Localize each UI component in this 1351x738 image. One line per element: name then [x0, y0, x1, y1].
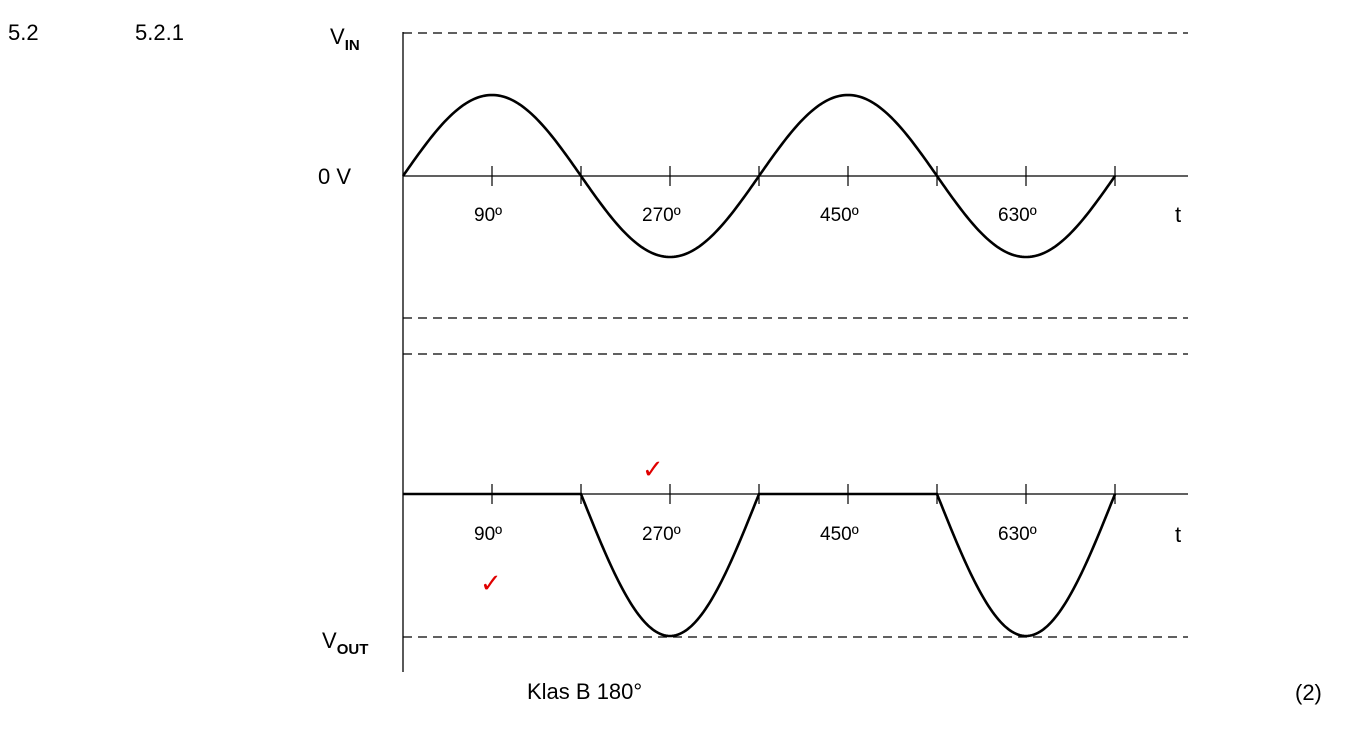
input-t-label: t	[1175, 202, 1181, 227]
output-degree-label-270: 270º	[642, 524, 681, 545]
input-degree-label-90: 90º	[474, 205, 502, 226]
output-degree-label-630: 630º	[998, 524, 1037, 545]
input-degree-label-270: 270º	[642, 205, 681, 226]
class-label: Klas B 180°	[527, 679, 642, 704]
vout-label: VOUT	[322, 628, 368, 658]
sub-question-number: 5.2.1	[135, 20, 184, 45]
vin-label: VIN	[330, 24, 360, 54]
output-degree-label-450: 450º	[820, 524, 859, 545]
check-mark-icon: ✓	[642, 455, 664, 485]
input-sine-wave	[401, 93, 1117, 259]
output-half-wave	[403, 492, 1117, 638]
output-t-label: t	[1175, 522, 1181, 547]
marks-label: (2)	[1295, 680, 1322, 705]
input-axis-ticks	[491, 166, 1116, 186]
dashed-reference-lines	[403, 32, 1188, 638]
input-degree-label-450: 450º	[820, 205, 859, 226]
input-degree-label-630: 630º	[998, 205, 1037, 226]
question-number: 5.2	[8, 20, 39, 45]
output-degree-label-90: 90º	[474, 524, 502, 545]
check-mark-icon: ✓	[480, 569, 502, 599]
zero-volt-label: 0 V	[318, 164, 351, 189]
